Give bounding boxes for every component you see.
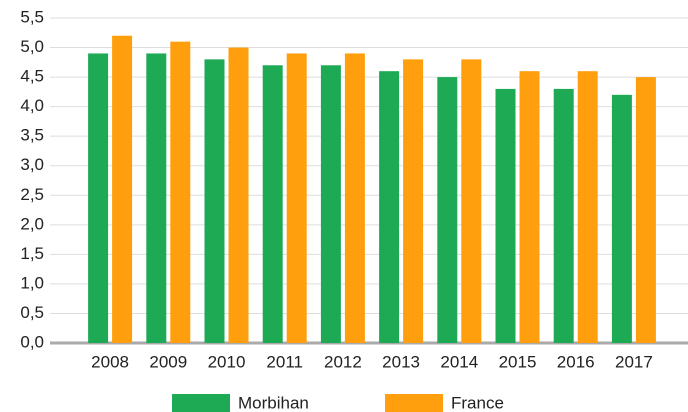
bar (262, 65, 283, 343)
y-tick-label: 0,5 (20, 303, 44, 322)
y-tick-label: 3,0 (20, 155, 44, 174)
bar (635, 77, 656, 343)
bar (170, 41, 191, 344)
bar (403, 59, 424, 343)
y-tick-label: 4,0 (20, 96, 44, 115)
bar (146, 53, 167, 344)
x-tick-label: 2010 (208, 352, 246, 371)
x-tick-label: 2008 (91, 352, 129, 371)
bar (437, 77, 458, 343)
y-tick-label: 5,5 (20, 7, 44, 26)
bar (344, 53, 365, 344)
bar (320, 65, 341, 343)
y-tick-label: 0,0 (20, 332, 44, 351)
bar (286, 53, 307, 344)
x-tick-label: 2014 (440, 352, 478, 371)
legend-label: Morbihan (238, 393, 309, 412)
y-tick-label: 2,0 (20, 214, 44, 233)
bar (611, 94, 632, 344)
bar (461, 59, 482, 343)
y-tick-label: 5,0 (20, 37, 44, 56)
bar (577, 71, 598, 343)
bar (112, 35, 133, 344)
bar (88, 53, 109, 344)
legend-swatch (385, 394, 443, 412)
bar (379, 71, 400, 343)
bar (204, 59, 225, 343)
x-tick-label: 2015 (499, 352, 537, 371)
bar (519, 71, 540, 343)
y-tick-label: 4,5 (20, 67, 44, 86)
x-tick-label: 2016 (557, 352, 595, 371)
bar (228, 47, 249, 343)
y-tick-label: 1,5 (20, 244, 44, 263)
y-tick-label: 2,5 (20, 185, 44, 204)
x-tick-label: 2012 (324, 352, 362, 371)
x-tick-label: 2013 (382, 352, 420, 371)
y-tick-label: 3,5 (20, 126, 44, 145)
y-tick-label: 1,0 (20, 273, 44, 292)
x-tick-label: 2009 (149, 352, 187, 371)
x-tick-label: 2011 (266, 352, 303, 371)
legend-swatch (172, 394, 230, 412)
legend-label: France (451, 393, 504, 412)
bar (553, 88, 574, 343)
bar (495, 88, 516, 343)
x-tick-label: 2017 (615, 352, 653, 371)
